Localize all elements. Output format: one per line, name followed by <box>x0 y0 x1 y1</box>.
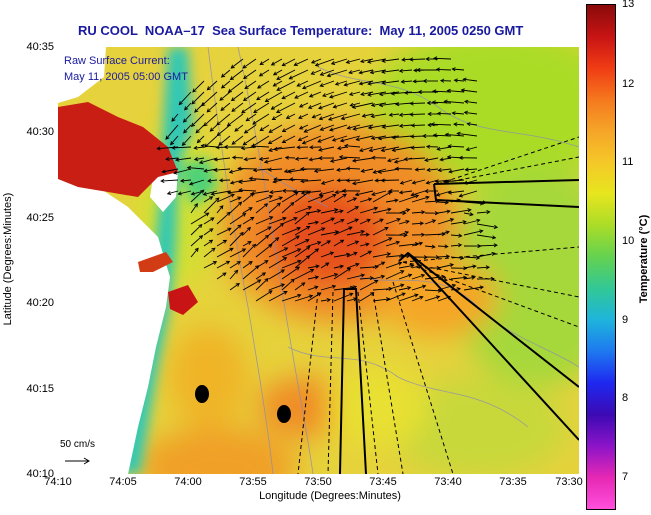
colorbar-tick: 9 <box>622 314 628 326</box>
colorbar-tick: 7 <box>622 471 628 483</box>
current-vector <box>382 180 400 181</box>
y-tick: 40:35 <box>26 41 54 53</box>
colorbar-tick: 10 <box>622 235 634 247</box>
sst-map-canvas <box>58 47 579 474</box>
y-axis-label: Latitude (Degrees:Minutes) <box>2 179 14 339</box>
x-tick: 73:40 <box>434 476 462 488</box>
colorbar-tick: 8 <box>622 392 628 404</box>
current-vector <box>410 114 425 115</box>
x-tick: 74:05 <box>109 476 137 488</box>
x-tick: 74:00 <box>174 476 202 488</box>
y-tick: 40:15 <box>26 383 54 395</box>
marker-dot <box>195 385 209 403</box>
current-vector <box>410 59 425 60</box>
x-tick: 74:10 <box>44 476 72 488</box>
current-vector <box>437 69 451 70</box>
y-tick: 40:25 <box>26 212 54 224</box>
colorbar <box>586 4 616 510</box>
y-tick: 40:20 <box>26 297 54 309</box>
current-vector <box>438 113 451 114</box>
current-vector <box>410 103 425 104</box>
marker-dot <box>277 405 291 423</box>
colorbar-tick: 11 <box>622 156 633 168</box>
scale-label: 50 cm/s <box>60 439 95 450</box>
x-tick: 73:35 <box>499 476 527 488</box>
x-tick: 73:45 <box>369 476 397 488</box>
x-tick: 73:50 <box>304 476 332 488</box>
map-title: RU COOL NOAA–17 Sea Surface Temperature:… <box>78 23 578 38</box>
y-tick: 40:30 <box>26 126 54 138</box>
x-tick: 73:30 <box>555 476 583 488</box>
current-label: Raw Surface Current: <box>64 55 170 67</box>
x-tick: 73:55 <box>239 476 267 488</box>
current-vector <box>238 169 256 170</box>
sst-map[interactable]: Raw Surface Current: May 11, 2005 05:00 … <box>58 47 579 474</box>
current-vector <box>412 125 425 126</box>
colorbar-tick: 12 <box>622 78 634 90</box>
colorbar-label: Temperature (°C) <box>638 184 650 334</box>
current-vector <box>347 180 360 181</box>
x-axis-label: Longitude (Degrees:Minutes) <box>200 490 460 502</box>
current-time: May 11, 2005 05:00 GMT <box>64 71 188 83</box>
colorbar-tick: 13 <box>622 0 634 10</box>
